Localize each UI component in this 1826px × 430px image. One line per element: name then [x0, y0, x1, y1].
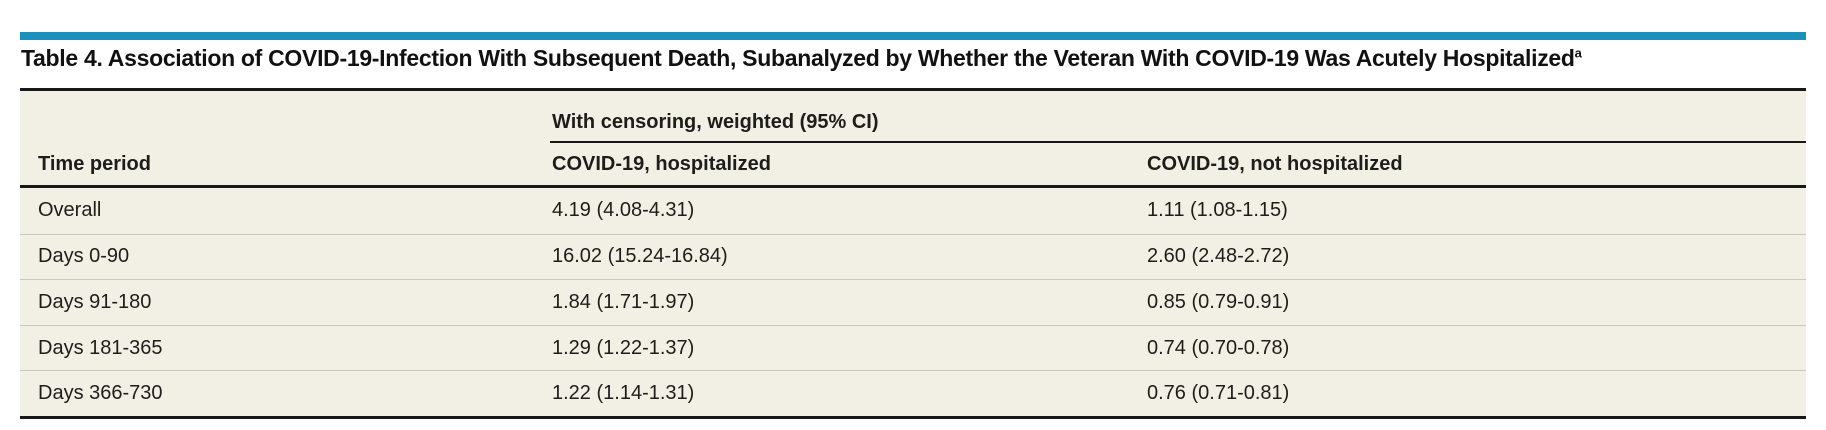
- cell-not-hospitalized-value: 2.60 (2.48-2.72): [1147, 245, 1290, 268]
- table-title: Table 4. Association of COVID-19-Infecti…: [21, 45, 1811, 72]
- table-row-days-0-90: Days 0-90 16.02 (15.24-16.84) 2.60 (2.48…: [20, 233, 1806, 280]
- cell-period: Overall: [38, 199, 102, 222]
- column-header-time-period: Time period: [38, 152, 151, 175]
- cell-hospitalized-value: 1.84 (1.71-1.97): [552, 290, 695, 313]
- cell-not-hospitalized-value: 0.74 (0.70-0.78): [1147, 336, 1290, 359]
- cell-not-hospitalized-value: 0.76 (0.71-0.81): [1147, 382, 1290, 405]
- cell-hospitalized-value: 4.19 (4.08-4.31): [552, 199, 695, 222]
- cell-not-hospitalized-value: 1.11 (1.08-1.15): [1147, 199, 1288, 222]
- cell-period: Days 91-180: [38, 290, 152, 313]
- cell-hospitalized-value: 1.29 (1.22-1.37): [552, 336, 695, 359]
- table-row-days-181-365: Days 181-365 1.29 (1.22-1.37) 0.74 (0.70…: [20, 324, 1806, 371]
- column-header-not-hospitalized: COVID-19, not hospitalized: [1147, 152, 1403, 175]
- table-column-header-row: Time period COVID-19, hospitalized COVID…: [20, 143, 1806, 188]
- table-row-days-91-180: Days 91-180 1.84 (1.71-1.97) 0.85 (0.79-…: [20, 279, 1806, 325]
- group-header-with-censoring: With censoring, weighted (95% CI): [550, 91, 1806, 143]
- cell-not-hospitalized-value: 0.85 (0.79-0.91): [1147, 290, 1290, 313]
- cell-hospitalized-value: 1.22 (1.14-1.31): [552, 382, 695, 405]
- cell-period: Days 366-730: [38, 382, 163, 405]
- table-accent-bar: [20, 32, 1806, 40]
- table-title-text: Table 4. Association of COVID-19-Infecti…: [21, 45, 1575, 71]
- cell-period: Days 0-90: [38, 245, 130, 268]
- results-table: With censoring, weighted (95% CI) Time p…: [20, 88, 1806, 419]
- footnote-marker: a: [1574, 45, 1582, 61]
- cell-hospitalized-value: 16.02 (15.24-16.84): [552, 245, 728, 268]
- group-header-spacer: [20, 91, 550, 143]
- column-header-hospitalized: COVID-19, hospitalized: [552, 152, 771, 175]
- table-row-overall: Overall 4.19 (4.08-4.31) 1.11 (1.08-1.15…: [20, 188, 1806, 234]
- table-group-header-row: With censoring, weighted (95% CI): [20, 91, 1806, 143]
- table-row-days-366-730: Days 366-730 1.22 (1.14-1.31) 0.76 (0.71…: [20, 370, 1806, 416]
- cell-period: Days 181-365: [38, 336, 163, 359]
